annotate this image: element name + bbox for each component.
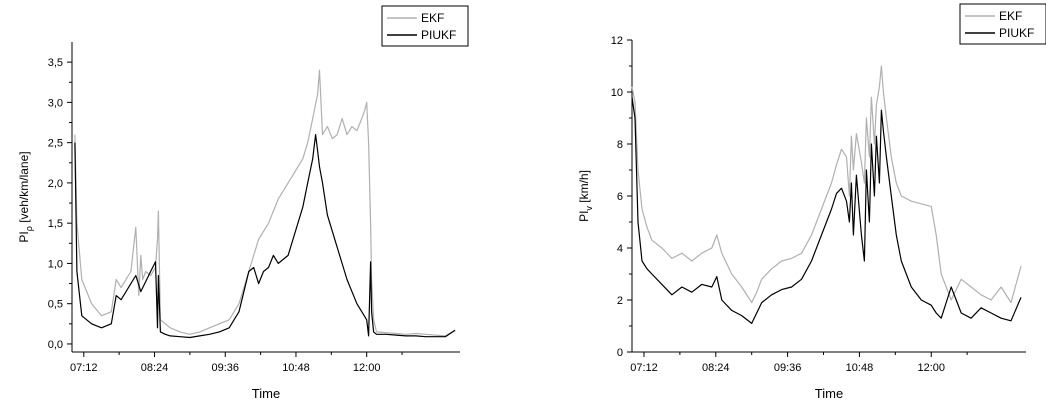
y-tick-label: 3,0 xyxy=(48,97,63,109)
legend-label-piukf: PIUKF xyxy=(999,26,1034,40)
y-axis-title-main: PI xyxy=(577,211,591,222)
y-tick-label: 8 xyxy=(617,139,623,151)
y-tick-label: 2,0 xyxy=(48,178,63,190)
legend-box xyxy=(959,3,1046,45)
x-tick-label: 07:12 xyxy=(630,362,658,374)
legend-box xyxy=(381,5,469,47)
legend: EKF PIUKF xyxy=(959,3,1046,45)
legend-label-piukf: PIUKF xyxy=(421,28,456,42)
legend: EKF PIUKF xyxy=(381,5,469,47)
y-tick-label: 2 xyxy=(617,295,623,307)
x-axis-title: Time xyxy=(252,386,280,401)
y-tick-label: 0 xyxy=(617,347,623,359)
x-tick-label: 09:36 xyxy=(774,362,802,374)
y-tick-label: 2,5 xyxy=(48,138,63,150)
chart-2: 0 2 4 6 8 10 12 07:12 08:24 09:36 10:48 12:00 Time PI… xyxy=(577,3,1046,401)
series-line-piukf xyxy=(74,134,456,339)
x-tick-label: 10:48 xyxy=(846,362,874,374)
y-tick-label: 10 xyxy=(611,87,623,99)
y-tick-label: 12 xyxy=(611,35,623,47)
x-tick-label: 12:00 xyxy=(353,362,381,374)
x-tick-label: 12:00 xyxy=(917,362,945,374)
y-tick-label: 0,5 xyxy=(48,299,63,311)
y-axis-title: PIρ [veh/km/lane] xyxy=(17,151,34,242)
x-axis-title: Time xyxy=(815,386,843,401)
y-tick-label: 1,0 xyxy=(48,258,63,270)
legend-label-ekf: EKF xyxy=(999,9,1022,23)
series-line-ekf xyxy=(74,69,456,337)
chart-1: 0,0 0,5 1,0 1,5 2,0 2,5 3,0 3,5 07:12 08:24 09:36 1… xyxy=(17,5,469,401)
y-axis-title-subscript: v xyxy=(584,206,594,211)
series-line-piukf xyxy=(631,97,1022,324)
y-tick-label: 0,0 xyxy=(48,339,63,351)
y-axis-title: PIv [km/h] xyxy=(577,170,594,222)
y-axis-title-unit: [veh/km/lane] xyxy=(17,151,31,226)
y-tick-label: 1,5 xyxy=(48,218,63,230)
x-tick-label: 10:48 xyxy=(282,362,310,374)
y-axis-title-subscript: ρ xyxy=(24,226,34,231)
x-tick-label: 08:24 xyxy=(702,362,730,374)
y-tick-label: 6 xyxy=(617,191,623,203)
legend-label-ekf: EKF xyxy=(421,11,444,25)
y-tick-label: 4 xyxy=(617,243,623,255)
x-tick-label: 09:36 xyxy=(211,362,239,374)
x-tick-label: 07:12 xyxy=(70,362,98,374)
x-tick-label: 08:24 xyxy=(141,362,169,374)
series-line-ekf xyxy=(631,65,1022,304)
y-axis-title-unit: [km/h] xyxy=(577,170,591,206)
y-axis-title-main: PI xyxy=(17,231,31,242)
y-tick-label: 3,5 xyxy=(48,57,63,69)
